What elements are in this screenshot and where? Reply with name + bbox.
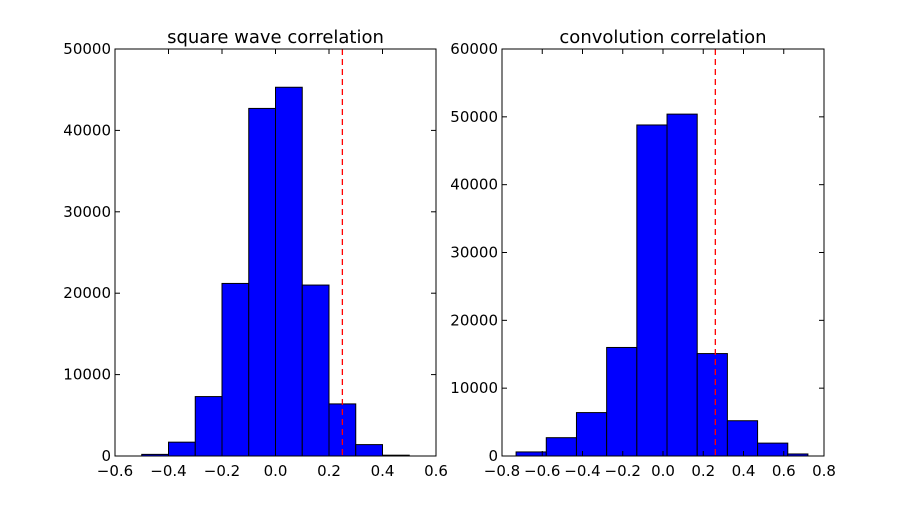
x-tick-label: −0.6 <box>97 462 133 480</box>
y-tick-label: 60000 <box>450 40 498 58</box>
x-tick-label: −0.2 <box>605 462 641 480</box>
x-tick-label: 0.4 <box>371 462 395 480</box>
x-tick-label: −0.8 <box>484 462 520 480</box>
histogram-bar <box>194 396 223 457</box>
histogram-bars <box>515 113 809 457</box>
y-tick-label: 0 <box>488 447 498 465</box>
y-tick-label: 30000 <box>450 244 498 262</box>
histogram-bar <box>575 412 608 457</box>
histogram-bar <box>545 437 577 457</box>
y-tick-label: 50000 <box>63 40 111 58</box>
chart-panel-1: −0.6 −0.4 −0.2 0.0 0.2 0.4 0.6 0 10000 20000 30000… <box>63 27 448 480</box>
x-tick-label: −0.6 <box>524 462 560 480</box>
y-tick-label: 20000 <box>450 311 498 329</box>
chart-title: convolution correlation <box>559 27 766 48</box>
y-tick-label: 0 <box>101 447 111 465</box>
x-tick-label: 0.0 <box>264 462 288 480</box>
x-tick-label: 0.4 <box>732 462 756 480</box>
histogram-bar <box>248 107 276 457</box>
x-tick-label: 0.6 <box>424 462 448 480</box>
y-tick-label: 10000 <box>450 379 498 397</box>
histogram-bar <box>636 124 668 457</box>
histogram-bar <box>515 451 547 457</box>
x-tick-label: −0.4 <box>150 462 186 480</box>
histogram-bars <box>141 86 410 457</box>
x-tick-label: 0.2 <box>691 462 715 480</box>
x-tick-label: 0.0 <box>651 462 675 480</box>
histogram-bar <box>221 282 250 457</box>
histogram-bar <box>726 420 759 457</box>
y-tick-label: 20000 <box>63 284 111 302</box>
y-tick-label: 50000 <box>450 108 498 126</box>
y-tick-label: 40000 <box>63 121 111 139</box>
chart-panel-2: −0.8 −0.6 −0.4 −0.2 0.0 0.2 0.4 0.6 0.8 0 10000 200… <box>450 27 836 480</box>
histogram-bar <box>696 353 728 457</box>
histogram-bar <box>168 441 196 457</box>
y-tick-label: 40000 <box>450 176 498 194</box>
x-tick-label: −0.4 <box>564 462 600 480</box>
histogram-bar <box>355 444 383 457</box>
y-tick-label: 30000 <box>63 203 111 221</box>
x-tick-label: 0.8 <box>812 462 836 480</box>
histogram-bar <box>301 284 330 457</box>
histogram-bar <box>666 113 698 457</box>
chart-title: square wave correlation <box>167 27 384 48</box>
histogram-bar <box>275 86 303 457</box>
x-tick-label: 0.2 <box>317 462 341 480</box>
x-tick-label: −0.2 <box>204 462 240 480</box>
histogram-bar <box>606 346 638 457</box>
y-tick-label: 10000 <box>63 366 111 384</box>
x-tick-label: 0.6 <box>772 462 796 480</box>
histogram-bar <box>757 442 789 457</box>
